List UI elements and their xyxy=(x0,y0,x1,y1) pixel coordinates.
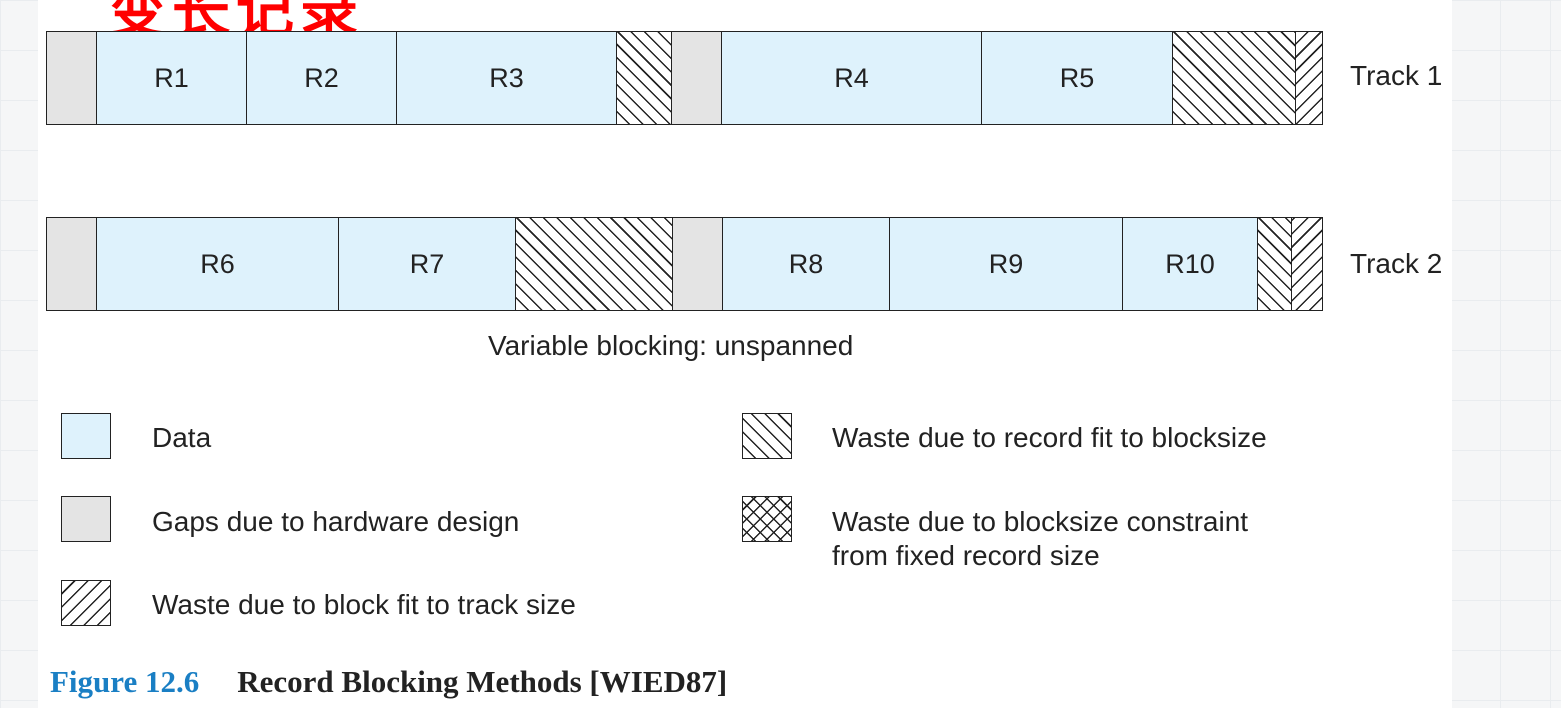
gap-segment xyxy=(673,218,723,310)
track-1-bar: R1 R2 R3 R4 R5 xyxy=(46,31,1323,125)
legend-data-swatch xyxy=(61,413,111,459)
waste-record-fit-segment xyxy=(1258,218,1292,310)
legend-waste-constraint-line-2: from fixed record size xyxy=(832,540,1100,571)
legend-waste-record-label: Waste due to record fit to blocksize xyxy=(832,422,1267,453)
track-1-label: Track 1 xyxy=(1350,60,1443,91)
record-r9: R9 xyxy=(890,218,1123,310)
waste-track-fit-segment xyxy=(1292,218,1322,310)
record-r10: R10 xyxy=(1123,218,1258,310)
record-r7: R7 xyxy=(339,218,516,310)
waste-record-fit-segment xyxy=(516,218,673,310)
figure-number: Figure 12.6 xyxy=(50,664,200,699)
record-r2: R2 xyxy=(247,32,397,124)
legend-waste-track-swatch xyxy=(61,580,111,626)
waste-record-fit-segment xyxy=(617,32,672,124)
legend-waste-constraint-line-1: Waste due to blocksize constraint xyxy=(832,506,1249,537)
diagram-caption: Variable blocking: unspanned xyxy=(488,330,854,361)
record-r4: R4 xyxy=(722,32,982,124)
track-2-bar: R6 R7 R8 R9 R10 xyxy=(46,217,1323,311)
legend-waste-track-label: Waste due to block fit to track size xyxy=(152,589,576,620)
track-2-label: Track 2 xyxy=(1350,248,1443,279)
legend-waste-constraint-swatch xyxy=(742,496,792,542)
figure-caption: Figure 12.6 Record Blocking Methods [WIED… xyxy=(50,664,727,700)
record-r6: R6 xyxy=(97,218,339,310)
legend-waste-constraint-label: Waste due to blocksize constraint from f… xyxy=(832,505,1248,573)
gap-segment xyxy=(672,32,722,124)
legend-gap-swatch xyxy=(61,496,111,542)
gap-segment xyxy=(47,32,97,124)
legend-data-label: Data xyxy=(152,422,212,453)
waste-track-fit-segment xyxy=(1296,32,1322,124)
record-r3: R3 xyxy=(397,32,617,124)
record-r8: R8 xyxy=(723,218,890,310)
figure-title: Record Blocking Methods [WIED87] xyxy=(237,664,728,699)
legend-waste-record-swatch xyxy=(742,413,792,459)
record-r1: R1 xyxy=(97,32,247,124)
record-r5: R5 xyxy=(982,32,1173,124)
gap-segment xyxy=(47,218,97,310)
legend-gap-label: Gaps due to hardware design xyxy=(152,506,520,537)
waste-record-fit-segment xyxy=(1173,32,1296,124)
